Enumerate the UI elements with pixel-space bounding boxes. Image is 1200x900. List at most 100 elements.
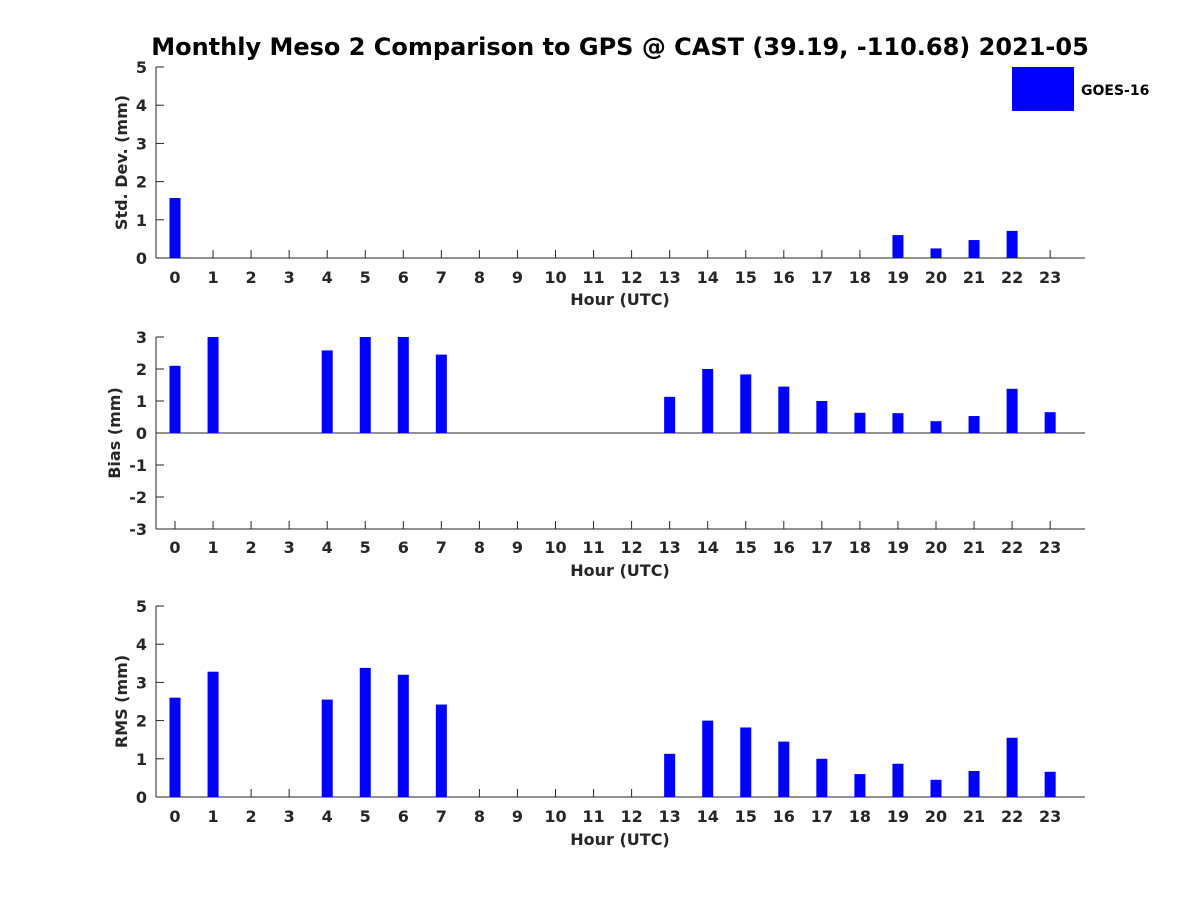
x-tick-label: 2 — [246, 538, 257, 557]
x-tick-label: 0 — [169, 268, 180, 287]
x-tick-label: 11 — [582, 807, 604, 826]
bar-hour-7 — [435, 704, 447, 797]
x-tick-label: 6 — [398, 807, 409, 826]
y-tick-label: 4 — [136, 96, 147, 115]
y-tick-label: 1 — [136, 750, 147, 769]
x-tick-label: 18 — [849, 538, 871, 557]
bar-hour-19 — [892, 235, 904, 258]
bar-hour-17 — [816, 401, 828, 433]
y-tick-label: 3 — [136, 673, 147, 692]
legend: GOES-16 — [1012, 67, 1149, 111]
x-tick-label: 0 — [169, 807, 180, 826]
bar-hour-6 — [397, 337, 409, 433]
x-tick-label: 5 — [360, 538, 371, 557]
bar-hour-0 — [169, 365, 181, 433]
x-tick-label: 7 — [436, 538, 447, 557]
x-tick-label: 12 — [620, 268, 642, 287]
x-tick-label: 10 — [544, 268, 566, 287]
x-tick-label: 0 — [169, 538, 180, 557]
x-tick-label: 13 — [659, 538, 681, 557]
bar-hour-23 — [1044, 412, 1056, 433]
bar-hour-18 — [854, 774, 866, 797]
y-axis-label: RMS (mm) — [112, 655, 131, 748]
x-tick-label: 14 — [697, 538, 719, 557]
y-axis-label: Std. Dev. (mm) — [112, 95, 131, 230]
x-tick-label: 4 — [322, 538, 333, 557]
bar-hour-22 — [1006, 230, 1018, 258]
x-tick-label: 23 — [1039, 538, 1061, 557]
x-tick-label: 14 — [697, 807, 719, 826]
x-tick-label: 20 — [925, 268, 947, 287]
x-tick-label: 9 — [512, 538, 523, 557]
bar-hour-21 — [968, 771, 980, 797]
bar-hour-13 — [664, 396, 676, 433]
x-tick-label: 8 — [474, 807, 485, 826]
bar-hour-23 — [1044, 771, 1056, 797]
x-tick-label: 13 — [659, 807, 681, 826]
x-tick-label: 17 — [811, 807, 833, 826]
x-tick-label: 5 — [360, 807, 371, 826]
y-tick-label: 3 — [136, 328, 147, 347]
x-tick-label: 10 — [544, 807, 566, 826]
x-tick-label: 15 — [735, 538, 757, 557]
y-tick-label: 3 — [136, 134, 147, 153]
x-axis-label: Hour (UTC) — [570, 830, 670, 849]
x-tick-label: 12 — [620, 807, 642, 826]
x-tick-label: 7 — [436, 807, 447, 826]
x-tick-label: 15 — [735, 807, 757, 826]
x-tick-label: 12 — [620, 538, 642, 557]
bar-hour-4 — [321, 699, 333, 797]
bar-hour-21 — [968, 416, 980, 433]
x-tick-label: 4 — [322, 268, 333, 287]
bar-hour-14 — [702, 369, 714, 433]
x-tick-label: 21 — [963, 807, 985, 826]
x-tick-label: 23 — [1039, 807, 1061, 826]
bar-hour-4 — [321, 350, 333, 433]
bar-hour-20 — [930, 779, 942, 797]
bar-hour-18 — [854, 412, 866, 433]
bar-hour-22 — [1006, 388, 1018, 433]
legend-swatch — [1012, 67, 1074, 111]
x-tick-label: 16 — [773, 538, 795, 557]
y-tick-label: 0 — [136, 249, 147, 268]
x-tick-label: 9 — [512, 807, 523, 826]
x-tick-label: 6 — [398, 268, 409, 287]
x-tick-label: 15 — [735, 268, 757, 287]
x-tick-label: 22 — [1001, 807, 1023, 826]
bar-hour-20 — [930, 248, 942, 258]
y-tick-label: 4 — [136, 635, 147, 654]
x-tick-label: 1 — [207, 268, 218, 287]
x-tick-label: 22 — [1001, 268, 1023, 287]
x-tick-label: 1 — [207, 807, 218, 826]
y-axis-label: Bias (mm) — [105, 387, 124, 479]
x-tick-label: 17 — [811, 268, 833, 287]
x-tick-label: 20 — [925, 538, 947, 557]
bar-hour-17 — [816, 758, 828, 797]
bar-hour-7 — [435, 354, 447, 433]
x-tick-label: 3 — [284, 268, 295, 287]
bar-hour-21 — [968, 240, 980, 258]
x-tick-label: 18 — [849, 268, 871, 287]
x-tick-label: 11 — [582, 268, 604, 287]
bar-hour-15 — [740, 727, 752, 797]
y-tick-label: 2 — [136, 712, 147, 731]
bar-hour-0 — [169, 697, 181, 797]
bar-hour-5 — [359, 337, 371, 433]
x-tick-label: 19 — [887, 268, 909, 287]
x-tick-label: 8 — [474, 538, 485, 557]
bar-hour-20 — [930, 421, 942, 433]
y-tick-label: 2 — [136, 173, 147, 192]
y-tick-label: 0 — [136, 424, 147, 443]
x-tick-label: 20 — [925, 807, 947, 826]
y-tick-label: -1 — [129, 456, 147, 475]
x-tick-label: 17 — [811, 538, 833, 557]
x-tick-label: 5 — [360, 268, 371, 287]
x-tick-label: 19 — [887, 807, 909, 826]
y-tick-label: 5 — [136, 58, 147, 77]
y-tick-label: 0 — [136, 788, 147, 807]
bar-hour-19 — [892, 763, 904, 797]
